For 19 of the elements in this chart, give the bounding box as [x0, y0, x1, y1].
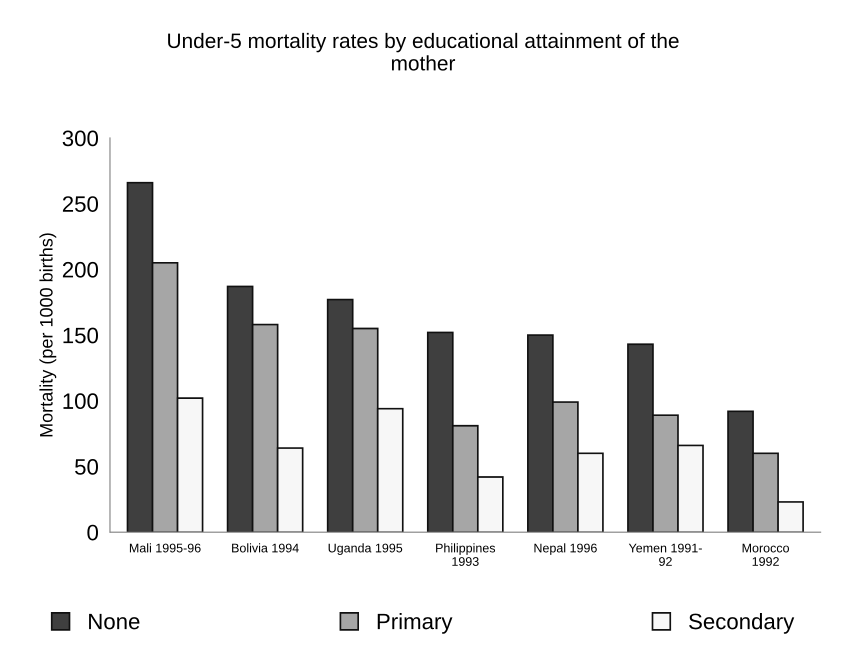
legend-label: None: [89, 614, 140, 630]
x-tick-label: Bolivia 1994: [232, 543, 299, 552]
y-tick-label: 250: [62, 196, 98, 212]
legend-label: Secondary: [689, 613, 794, 634]
y-tick-label: 200: [62, 262, 98, 278]
y-tick-label: 100: [63, 393, 98, 410]
x-tick-label: Mali 1995-96: [130, 543, 201, 552]
x-tick-label: Philippines 1993: [436, 543, 496, 566]
y-tick-label: 300: [62, 130, 98, 146]
y-axis-title: Mortality (per 1000 births): [39, 233, 56, 436]
x-tick-label: Nepal 1996: [534, 543, 597, 555]
y-tick-label: 0: [87, 524, 98, 540]
y-tick-label: 150: [63, 328, 98, 344]
legend-label: Primary: [378, 613, 452, 634]
x-tick-label: Uganda 1995: [328, 543, 402, 555]
x-tick-label: Yemen 1991- 92: [628, 544, 702, 566]
chart-title: Under-5 mortality rates by educational attainment of the mother: [168, 32, 679, 71]
x-tick-label: Morocco 1992: [742, 544, 790, 566]
y-tick-label: 50: [75, 459, 98, 475]
